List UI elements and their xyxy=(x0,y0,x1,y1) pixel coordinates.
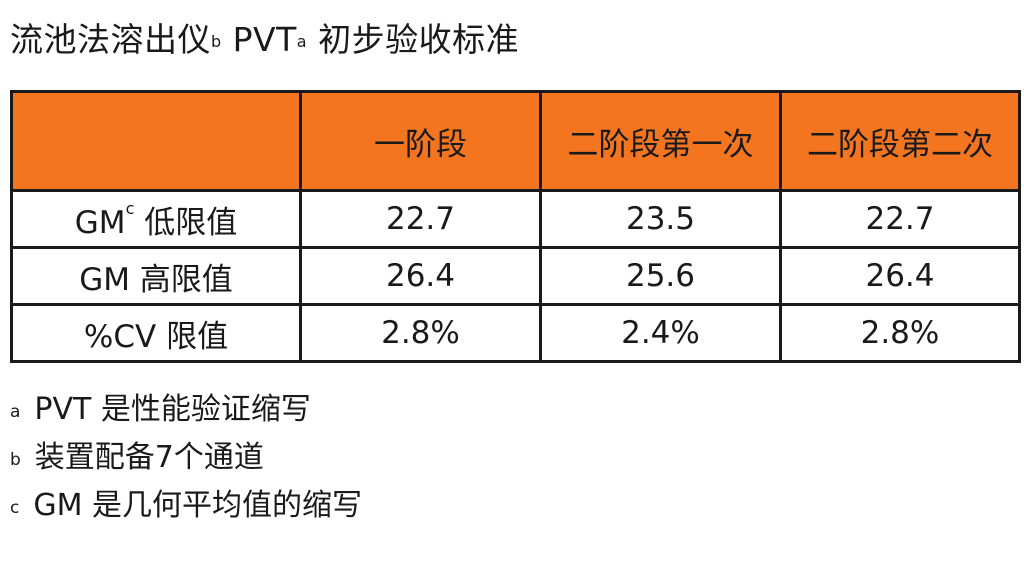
header-stage-one: 一阶段 xyxy=(299,90,542,192)
title-text-2: PVT xyxy=(221,20,297,59)
footnote-b: b 装置配备7个通道 xyxy=(10,440,264,475)
table-row: GMc 低限值 22.7 23.5 22.7 xyxy=(10,189,1021,249)
row-label-gm-high: GM 高限值 xyxy=(10,246,302,306)
title-text-1: 流池法溶出仪 xyxy=(10,20,211,59)
table-cell: 2.8% xyxy=(299,303,542,363)
table-cell: 26.4 xyxy=(299,246,542,306)
title-footnote-a: a xyxy=(296,32,308,51)
table-cell: 25.6 xyxy=(539,246,782,306)
acceptance-criteria-table: 一阶段 二阶段第一次 二阶段第二次 GMc 低限值 22.7 23.5 22.7… xyxy=(10,90,1021,363)
header-stage-two-second: 二阶段第二次 xyxy=(779,90,1021,192)
table-row: %CV 限值 2.8% 2.4% 2.8% xyxy=(10,303,1021,363)
page-title: 流池法溶出仪b PVTa 初步验收标准 xyxy=(10,18,519,62)
table-cell: 26.4 xyxy=(779,246,1021,306)
table-row: GM 高限值 26.4 25.6 26.4 xyxy=(10,246,1021,306)
footnote-a: a PVT 是性能验证缩写 xyxy=(10,392,311,427)
table-cell: 2.8% xyxy=(779,303,1021,363)
row-label-cv: %CV 限值 xyxy=(10,303,302,363)
table-cell: 2.4% xyxy=(539,303,782,363)
header-empty xyxy=(10,90,302,192)
table-cell: 22.7 xyxy=(779,189,1021,249)
row-label-gm-low: GMc 低限值 xyxy=(10,189,302,249)
title-footnote-b: b xyxy=(211,32,222,51)
footnote-c: c GM 是几何平均值的缩写 xyxy=(10,488,363,523)
table-header-row: 一阶段 二阶段第一次 二阶段第二次 xyxy=(10,90,1021,192)
header-stage-two-first: 二阶段第一次 xyxy=(539,90,782,192)
row-label-footnote-c: c xyxy=(125,198,135,218)
table-cell: 23.5 xyxy=(539,189,782,249)
footnotes: a PVT 是性能验证缩写 b 装置配备7个通道 c GM 是几何平均值的缩写 xyxy=(10,386,362,530)
table-cell: 22.7 xyxy=(299,189,542,249)
title-text-3: 初步验收标准 xyxy=(307,20,520,59)
